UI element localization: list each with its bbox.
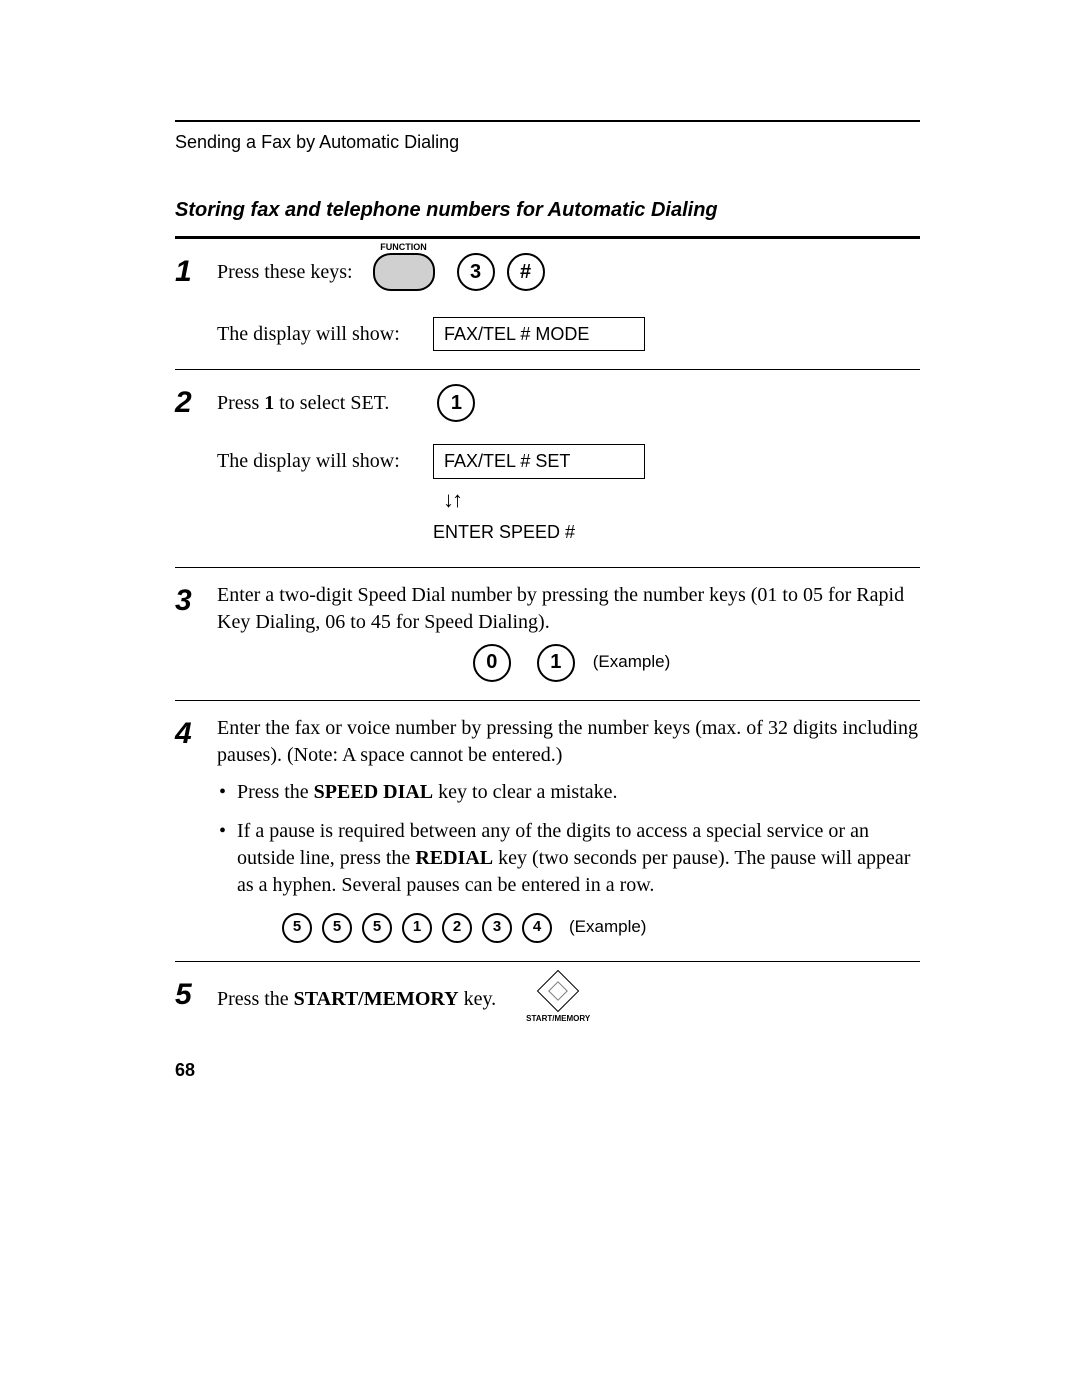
step-1: 1 Press these keys: FUNCTION 3 # The dis…: [175, 239, 920, 370]
keypad-1-icon: 1: [437, 384, 475, 422]
step-body: Press 1 to select SET. 1 The display wil…: [217, 384, 920, 548]
example-label: (Example): [593, 651, 670, 674]
step-body: Enter a two-digit Speed Dial number by p…: [217, 582, 920, 682]
start-memory-button-icon: START/MEMORY: [526, 976, 590, 1025]
keypad-key-icon: 5: [282, 913, 312, 943]
header-rule: [175, 120, 920, 122]
diamond-icon: [537, 969, 579, 1011]
function-button-icon: FUNCTION: [373, 253, 435, 291]
step-number: 4: [175, 715, 217, 943]
step-number: 5: [175, 976, 217, 1025]
step-4: 4 Enter the fax or voice number by press…: [175, 701, 920, 962]
keypad-key-icon: 5: [322, 913, 352, 943]
manual-page: Sending a Fax by Automatic Dialing Stori…: [0, 0, 1080, 1397]
keypad-key-icon: 4: [522, 913, 552, 943]
bullet-redial: If a pause is required between any of th…: [217, 818, 920, 899]
function-label: FUNCTION: [380, 241, 427, 253]
step4-text: Enter the fax or voice number by pressin…: [217, 715, 920, 769]
keypad-key-icon: 2: [442, 913, 472, 943]
keypad-0-icon: 0: [473, 644, 511, 682]
press-start-text: Press the START/MEMORY key.: [217, 986, 496, 1013]
up-down-arrows-icon: ↓↑: [443, 485, 920, 515]
step-number: 1: [175, 253, 217, 351]
step-2: 2 Press 1 to select SET. 1 The display w…: [175, 370, 920, 567]
page-number: 68: [175, 1060, 920, 1081]
step4-bullets: Press the SPEED DIAL key to clear a mist…: [217, 779, 920, 899]
display-label: The display will show:: [217, 448, 421, 475]
step-body: Enter the fax or voice number by pressin…: [217, 715, 920, 943]
keypad-1-icon: 1: [537, 644, 575, 682]
step3-text: Enter a two-digit Speed Dial number by p…: [217, 582, 920, 636]
keypad-key-icon: 1: [402, 913, 432, 943]
step-body: Press the START/MEMORY key. START/MEMORY: [217, 976, 920, 1025]
step-number: 3: [175, 582, 217, 682]
step-body: Press these keys: FUNCTION 3 # The displ…: [217, 253, 920, 351]
section-title: Storing fax and telephone numbers for Au…: [175, 199, 920, 222]
keypad-key-icon: 5: [362, 913, 392, 943]
lcd-display: FAX/TEL # MODE: [433, 317, 645, 351]
running-header: Sending a Fax by Automatic Dialing: [175, 132, 920, 153]
example-keys-row: 5 5 5 1 2 3 4 (Example): [277, 913, 920, 943]
display-label: The display will show:: [217, 321, 421, 348]
lcd-display: FAX/TEL # SET: [433, 444, 645, 478]
step-5: 5 Press the START/MEMORY key. START/MEMO…: [175, 962, 920, 1043]
press-keys-label: Press these keys:: [217, 259, 353, 286]
example-keys-row: 0 1 (Example): [217, 644, 920, 682]
start-memory-label: START/MEMORY: [526, 1014, 590, 1025]
example-label: (Example): [569, 916, 646, 939]
keypad-key-icon: 3: [482, 913, 512, 943]
keypad-hash-icon: #: [507, 253, 545, 291]
keypad-3-icon: 3: [457, 253, 495, 291]
step-number: 2: [175, 384, 217, 548]
bullet-speed-dial: Press the SPEED DIAL key to clear a mist…: [217, 779, 920, 806]
press-1-text: Press 1 to select SET.: [217, 390, 389, 417]
lcd-display-text: ENTER SPEED #: [433, 516, 585, 548]
step-3: 3 Enter a two-digit Speed Dial number by…: [175, 568, 920, 701]
